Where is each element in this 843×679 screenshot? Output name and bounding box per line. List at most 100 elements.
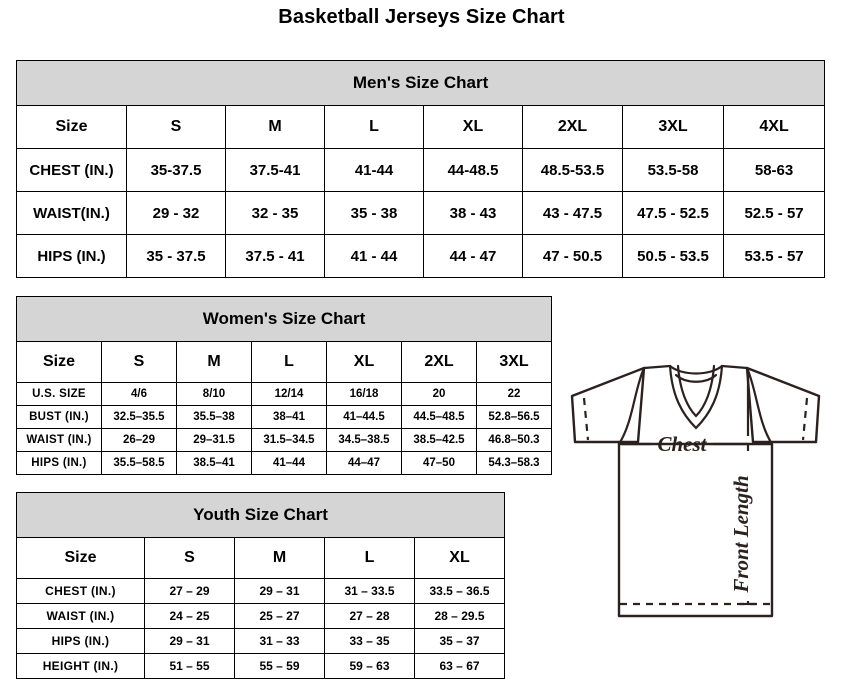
womens-cell-bust-s: 32.5–35.5 [101, 405, 177, 429]
right-sleeve-shape [745, 366, 821, 444]
womens-cell-hips-l: 41–44 [251, 451, 327, 475]
mens-cell-chest-xl: 44-48.5 [423, 148, 523, 192]
mens-cell-waist-3xl: 47.5 - 52.5 [622, 191, 724, 235]
front-length-measure-label-text: Front Length [729, 475, 753, 593]
womens-cell-hips-s: 35.5–58.5 [101, 451, 177, 475]
mens-header-row: Size S M L XL 2XL 3XL 4XL [16, 105, 826, 149]
youth-cell-chest-m: 29 – 31 [234, 578, 325, 604]
youth-col-header-size: Size [16, 537, 145, 579]
mens-cell-waist-s: 29 - 32 [126, 191, 226, 235]
womens-cell-us-size-s: 4/6 [101, 382, 177, 406]
womens-col-header-s: S [101, 341, 177, 383]
mens-cell-hips-m: 37.5 - 41 [225, 234, 325, 278]
youth-cell-hips-m: 31 – 33 [234, 628, 325, 654]
mens-size-chart-table: Men's Size Chart Size S M L XL 2XL 3XL 4… [15, 60, 826, 278]
mens-col-header-4xl: 4XL [722, 105, 826, 149]
youth-cell-waist-s: 24 – 25 [144, 603, 235, 629]
mens-cell-chest-l: 41-44 [324, 148, 424, 192]
right-shoulder-line [720, 364, 749, 370]
mens-col-header-l: L [324, 105, 424, 149]
youth-col-header-m: M [234, 537, 325, 579]
womens-col-header-xl: XL [326, 341, 402, 383]
mens-col-header-2xl: 2XL [522, 105, 623, 149]
mens-cell-waist-2xl: 43 - 47.5 [522, 191, 623, 235]
table-row: HIPS (IN.) 29 – 31 31 – 33 33 – 35 35 – … [16, 628, 506, 654]
youth-row-label-waist: WAIST (IN.) [16, 603, 145, 629]
page-title: Basketball Jerseys Size Chart [278, 6, 565, 28]
youth-row-label-height: HEIGHT (IN.) [16, 653, 145, 679]
youth-col-header-xl: XL [413, 537, 506, 579]
womens-band-row: Women's Size Chart [15, 296, 553, 342]
youth-cell-chest-xl: 33.5 – 36.5 [413, 578, 506, 604]
mens-row-label-hips: HIPS (IN.) [16, 234, 127, 278]
mens-band-row: Men's Size Chart [15, 60, 826, 106]
womens-cell-us-size-3xl: 22 [475, 382, 553, 406]
womens-cell-us-size-m: 8/10 [176, 382, 252, 406]
table-row: U.S. SIZE 4/6 8/10 12/14 16/18 20 22 [16, 382, 553, 406]
womens-col-header-l: L [251, 341, 327, 383]
youth-size-chart-table: Youth Size Chart Size S M L XL CHEST (IN… [15, 492, 506, 679]
front-length-label-backing [738, 451, 758, 601]
womens-cell-waist-xl: 34.5–38.5 [326, 428, 402, 452]
youth-cell-chest-l: 31 – 33.5 [324, 578, 415, 604]
womens-cell-hips-xl: 44–47 [326, 451, 402, 475]
table-row: HIPS (IN.) 35.5–58.5 38.5–41 41–44 44–47… [16, 451, 553, 475]
youth-cell-hips-l: 33 – 35 [324, 628, 415, 654]
womens-size-chart-table: Women's Size Chart Size S M L XL 2XL 3XL… [15, 296, 553, 475]
table-row: CHEST (IN.) 35-37.5 37.5-41 41-44 44-48.… [16, 148, 826, 192]
womens-row-label-us-size: U.S. SIZE [16, 382, 102, 406]
mens-cell-chest-s: 35-37.5 [126, 148, 226, 192]
mens-cell-hips-4xl: 53.5 - 57 [722, 234, 826, 278]
youth-row-label-hips: HIPS (IN.) [16, 628, 145, 654]
womens-col-header-3xl: 3XL [475, 341, 553, 383]
youth-cell-height-m: 55 – 59 [234, 653, 325, 679]
youth-cell-height-l: 59 – 63 [324, 653, 415, 679]
womens-cell-hips-m: 38.5–41 [176, 451, 252, 475]
right-armhole-curve [745, 366, 774, 446]
youth-cell-height-s: 51 – 55 [144, 653, 235, 679]
youth-cell-waist-m: 25 – 27 [234, 603, 325, 629]
youth-band-title: Youth Size Chart [15, 492, 506, 538]
youth-cell-height-xl: 63 – 67 [413, 653, 506, 679]
mens-cell-chest-4xl: 58-63 [722, 148, 826, 192]
youth-cell-hips-s: 29 – 31 [144, 628, 235, 654]
youth-cell-waist-l: 27 – 28 [324, 603, 415, 629]
womens-cell-waist-3xl: 46.8–50.3 [475, 428, 553, 452]
v-neck-outer [668, 364, 724, 430]
womens-header-row: Size S M L XL 2XL 3XL [16, 341, 553, 383]
table-row: WAIST (IN.) 26–29 29–31.5 31.5–34.5 34.5… [16, 428, 553, 452]
table-row: WAIST (IN.) 24 – 25 25 – 27 27 – 28 28 –… [16, 603, 506, 629]
mens-cell-chest-3xl: 53.5-58 [622, 148, 724, 192]
womens-band-title: Women's Size Chart [15, 296, 553, 342]
womens-cell-waist-2xl: 38.5–42.5 [401, 428, 477, 452]
chest-measure-label: Chest [657, 432, 707, 456]
mens-col-header-size: Size [16, 105, 127, 149]
youth-cell-hips-xl: 35 – 37 [413, 628, 506, 654]
womens-cell-bust-xl: 41–44.5 [326, 405, 402, 429]
womens-cell-bust-m: 35.5–38 [176, 405, 252, 429]
womens-row-label-hips: HIPS (IN.) [16, 451, 102, 475]
youth-cell-chest-s: 27 – 29 [144, 578, 235, 604]
mens-row-label-waist: WAIST(IN.) [16, 191, 127, 235]
youth-header-row: Size S M L XL [16, 537, 506, 579]
mens-cell-waist-l: 35 - 38 [324, 191, 424, 235]
collar-top-curve [668, 364, 724, 375]
mens-cell-hips-3xl: 50.5 - 53.5 [622, 234, 724, 278]
mens-band-title: Men's Size Chart [15, 60, 826, 106]
mens-col-header-3xl: 3XL [622, 105, 724, 149]
womens-cell-bust-l: 38–41 [251, 405, 327, 429]
womens-row-label-bust: BUST (IN.) [16, 405, 102, 429]
mens-cell-hips-l: 41 - 44 [324, 234, 424, 278]
womens-cell-us-size-l: 12/14 [251, 382, 327, 406]
left-sleeve-shape [570, 366, 646, 444]
womens-cell-waist-s: 26–29 [101, 428, 177, 452]
womens-col-header-m: M [176, 341, 252, 383]
womens-cell-bust-3xl: 52.8–56.5 [475, 405, 553, 429]
womens-cell-bust-2xl: 44.5–48.5 [401, 405, 477, 429]
womens-row-label-waist: WAIST (IN.) [16, 428, 102, 452]
womens-cell-waist-l: 31.5–34.5 [251, 428, 327, 452]
v-neck-collar-band [676, 364, 716, 418]
youth-cell-waist-xl: 28 – 29.5 [413, 603, 506, 629]
mens-cell-waist-xl: 38 - 43 [423, 191, 523, 235]
mens-cell-chest-2xl: 48.5-53.5 [522, 148, 623, 192]
